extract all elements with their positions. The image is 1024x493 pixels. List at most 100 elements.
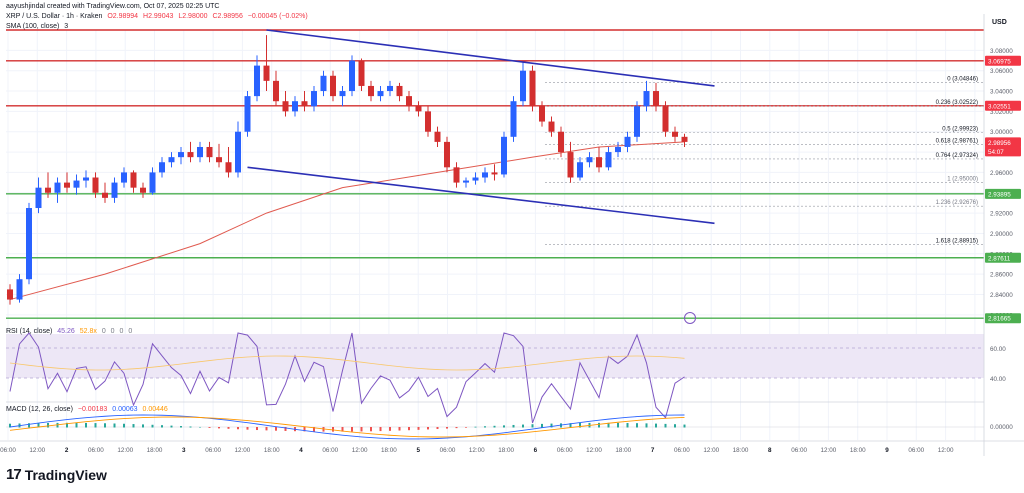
eye-icon[interactable] <box>684 312 696 324</box>
candle-body <box>501 136 507 175</box>
price-tick: 3.02000 <box>990 109 1013 116</box>
macd-hist-bar <box>104 423 106 428</box>
price-label-bg <box>985 188 1021 199</box>
candle <box>529 65 536 112</box>
macd-hist-bar <box>398 427 401 431</box>
rsi-value: 45.26 <box>57 328 75 335</box>
fib-label: 1.236 (2.92676) <box>936 200 978 206</box>
candle <box>662 101 669 137</box>
candle-body <box>624 136 631 147</box>
channel-lower[interactable] <box>247 166 715 225</box>
candle-body <box>358 60 365 86</box>
candle-body <box>282 101 289 112</box>
macd-line-value: 0.00063 <box>112 406 138 413</box>
macd-hist-bar <box>237 427 239 430</box>
candle <box>168 152 175 168</box>
fib-level[interactable]: 1 (2.95000) <box>545 177 984 183</box>
rsi-tick: 60.00 <box>990 346 1006 353</box>
price-tick: 2.84000 <box>990 292 1013 299</box>
price-axis[interactable]: USD 3.08000 3.06000 3.04000 3.02000 3.00000 2.… <box>983 14 1021 456</box>
candle-body <box>92 177 99 193</box>
time-axis[interactable]: 06:00 12:00 2 06:00 12:00 18:00 3 06:00 12:00 18:… <box>0 440 1024 454</box>
candle-body <box>168 157 175 163</box>
candle-body <box>434 131 441 142</box>
candle-body <box>596 157 602 168</box>
macd-hist-bar <box>598 422 600 428</box>
sma-legend[interactable]: SMA (100, close) 3 <box>6 23 71 30</box>
macd-hist-bar <box>360 427 363 432</box>
time-tick: 2 <box>65 447 69 454</box>
descending-channel[interactable] <box>247 29 715 225</box>
macd-hist-bar <box>313 427 315 432</box>
candle-body <box>681 136 688 142</box>
macd-hist-bar <box>655 423 657 428</box>
tradingview-logo[interactable]: 17 TradingView <box>6 466 107 483</box>
price-label[interactable]: 3.02551 <box>985 100 1021 111</box>
price-label[interactable]: 2.81665 <box>985 313 1021 324</box>
macd-hist-bar <box>427 427 429 430</box>
time-tick: 18:00 <box>147 447 163 454</box>
channel-upper[interactable] <box>266 29 715 87</box>
candle-body <box>472 177 479 181</box>
macd-tick: 0.00000 <box>990 424 1013 431</box>
candle-body <box>330 75 336 97</box>
candle <box>178 146 184 165</box>
candle-body <box>491 172 498 175</box>
fib-level[interactable]: 0.764 (2.97324) <box>545 153 984 160</box>
candle <box>216 143 222 168</box>
price-label[interactable]: 2.87611 <box>985 252 1021 263</box>
price-label[interactable]: 54:07 <box>985 146 1021 157</box>
ohlc-change: −0.00045 (−0.02%) <box>247 13 308 20</box>
time-tick: 6 <box>534 447 538 454</box>
fib-retracement[interactable]: 0 (3.04846) 0.236 (3.02522) 0.5 (2.99923) 0… <box>545 76 984 245</box>
macd-hist-bar <box>9 423 11 428</box>
time-tick: 12:00 <box>235 447 251 454</box>
candle <box>415 101 422 117</box>
candle <box>482 167 488 183</box>
candle <box>624 131 631 153</box>
macd-hist-bar <box>417 427 420 430</box>
fib-level[interactable]: 1.618 (2.88915) <box>545 238 984 245</box>
price-tick: 3.00000 <box>990 129 1013 136</box>
price-label[interactable]: 2.93895 <box>985 188 1021 199</box>
rsi-placeholder-4: 0 <box>128 328 133 335</box>
candle <box>548 116 555 137</box>
candle <box>425 106 431 137</box>
price-tick: 3.04000 <box>990 89 1013 96</box>
fib-level[interactable]: 0.5 (2.99923) <box>545 127 984 133</box>
candle <box>472 172 479 185</box>
price-label-text: 3.06975 <box>988 58 1011 65</box>
price-label[interactable]: 2.98956 <box>985 137 1021 148</box>
macd-hist-bar <box>446 427 448 429</box>
rsi-legend[interactable]: RSI (14, close) 45.26 52.8x 0 0 0 0 <box>6 328 135 335</box>
fib-level[interactable]: 0 (3.04846) <box>545 76 984 83</box>
time-tick: 06:00 <box>322 447 338 454</box>
time-tick: 18:00 <box>264 447 280 454</box>
macd-hist-bar <box>303 427 306 432</box>
macd-hist-bar <box>85 422 87 428</box>
candle <box>605 146 612 171</box>
candle-body <box>54 182 61 193</box>
candle-body <box>662 106 669 132</box>
macd-hist-bar <box>246 427 249 430</box>
rsi-tick: 40.00 <box>990 376 1006 383</box>
time-tick: 12:00 <box>117 447 133 454</box>
candle <box>45 172 51 198</box>
candle <box>586 152 593 168</box>
fib-level[interactable]: 1.236 (2.92676) <box>545 200 984 207</box>
time-tick: 4 <box>299 447 303 454</box>
time-tick: 18:00 <box>850 447 866 454</box>
symbol-name[interactable]: XRP / U.S. Dollar · 1h · Kraken <box>6 13 103 20</box>
price-label[interactable]: 3.06975 <box>985 55 1021 66</box>
price-label-text: 3.02551 <box>988 103 1011 110</box>
candle-body <box>292 101 298 112</box>
candle-body <box>529 70 536 107</box>
fib-label: 0 (3.04846) <box>947 76 978 82</box>
candle-body <box>16 279 23 300</box>
fib-level[interactable]: 0.236 (3.02522) <box>545 100 984 107</box>
currency-label: USD <box>992 19 1007 26</box>
macd-legend[interactable]: MACD (12, 26, close) −0.00183 0.00063 0.… <box>6 406 171 413</box>
macd-hist-bar <box>170 425 173 428</box>
macd-hist-bar <box>132 424 135 428</box>
